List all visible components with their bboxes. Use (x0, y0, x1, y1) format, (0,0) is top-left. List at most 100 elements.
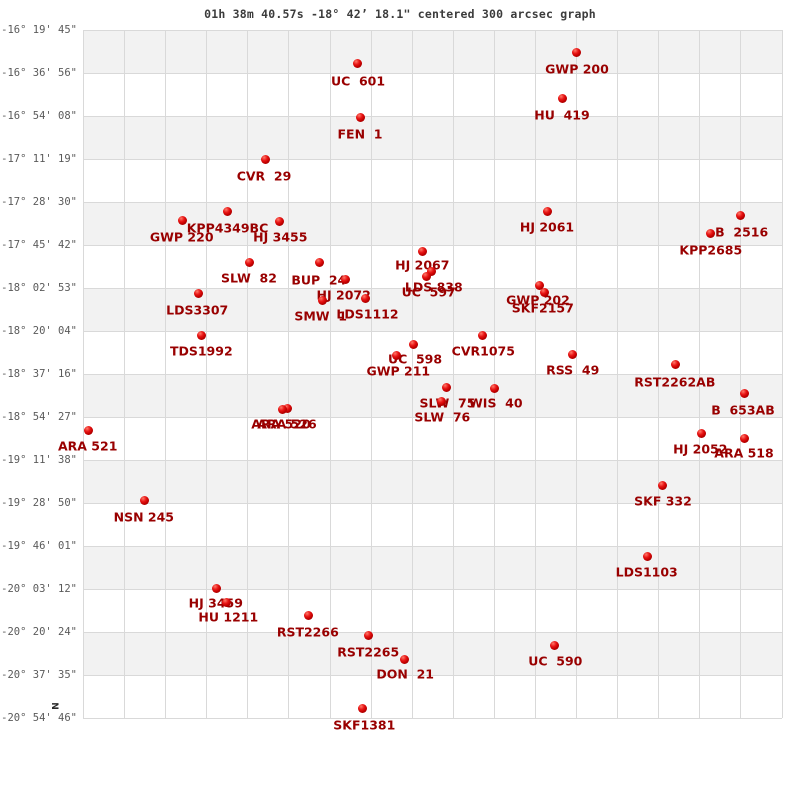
y-tick-label: -16° 36' 56" (1, 66, 77, 79)
star-label: SMW 1 (294, 308, 348, 324)
star-dot (427, 267, 437, 277)
h-gridline (83, 502, 782, 504)
star-dot (670, 359, 680, 369)
v-gridline (83, 30, 84, 718)
star-label: RST2266 (276, 624, 339, 640)
v-gridline (493, 30, 495, 718)
v-gridline (781, 30, 783, 718)
star-label: RST2262AB (634, 374, 716, 390)
star-label: HU 1211 (198, 609, 259, 625)
h-gridline (83, 545, 782, 547)
star-label: LDS1103 (615, 564, 678, 580)
star-dot (739, 388, 749, 398)
h-gridline (83, 459, 782, 461)
star-label: CVR 29 (236, 168, 292, 184)
star-dot (658, 480, 668, 490)
y-tick-label: -17° 28' 30" (1, 195, 77, 208)
star-label: SLW 82 (221, 270, 277, 286)
star-dot (739, 433, 749, 443)
star-label: RST2265 (337, 644, 400, 660)
star-dot (697, 428, 707, 438)
star-dot (572, 48, 581, 58)
star-label: HJ 3459 (188, 595, 243, 611)
v-gridline (329, 30, 331, 718)
star-dot (534, 280, 544, 290)
star-dot (314, 257, 324, 267)
star-dot (260, 154, 270, 164)
v-gridline (576, 30, 578, 718)
star-dot (193, 288, 203, 298)
star-label: KPP4349BC (186, 220, 269, 236)
star-dot (244, 257, 254, 267)
star-dot (283, 403, 293, 413)
star-label: CVR1075 (451, 343, 515, 359)
star-dot (549, 641, 559, 651)
star-dot (222, 207, 232, 216)
shaded-band (83, 115, 782, 159)
star-dot (705, 228, 715, 238)
v-gridline (411, 30, 413, 718)
star-dot (358, 703, 368, 713)
y-tick-label: -18° 37' 16" (1, 367, 77, 380)
y-tick-label: -19° 11' 38" (1, 453, 77, 466)
star-label: GWP 220 (149, 229, 214, 245)
star-label: HU 419 (534, 107, 590, 123)
star-dot (83, 425, 93, 435)
h-gridline (83, 631, 782, 633)
star-label: ARA 521 (57, 438, 118, 454)
star-label: SLW 76 (414, 409, 471, 425)
y-tick-label: -19° 28' 50" (1, 496, 77, 509)
y-tick-label: -20° 03' 12" (1, 582, 77, 595)
y-tick-label: -20° 20' 24" (1, 625, 77, 638)
star-dot (360, 293, 370, 303)
star-dot (478, 330, 488, 340)
star-dot (355, 112, 365, 122)
v-gridline (699, 30, 701, 718)
y-tick-label: -16° 19' 45" (1, 24, 77, 36)
star-dot (418, 246, 428, 256)
h-gridline (83, 416, 782, 418)
star-dot (222, 598, 232, 608)
v-gridline (247, 30, 249, 718)
star-label: SKF2157 (511, 300, 574, 316)
star-label: GWP 202 (506, 292, 570, 308)
chart-title: 01h 38m 40.57s -18° 42’ 18.1" centered 3… (204, 7, 596, 21)
star-label: UC 601 (330, 73, 386, 89)
star-label: ARA 520 (251, 416, 311, 432)
star-dot (139, 496, 149, 506)
star-label: LDS 838 (404, 279, 463, 295)
star-label: HJ 2061 (519, 219, 575, 235)
v-gridline (370, 30, 372, 718)
y-tick-label: -16° 54' 08" (1, 109, 77, 122)
star-label: WIS 40 (469, 395, 523, 411)
h-gridline (83, 30, 782, 31)
star-dot (539, 288, 549, 298)
star-dot (399, 654, 409, 664)
star-label: HJ 2052 (673, 441, 728, 457)
star-label: HJ 3455 (253, 229, 308, 245)
star-label: B 2516 (715, 224, 769, 240)
v-gridline (617, 30, 619, 718)
star-dot (196, 330, 206, 340)
y-tick-label: -20° 54' 46" (1, 711, 77, 724)
star-dot (542, 206, 552, 216)
v-gridline (288, 30, 290, 718)
h-gridline (83, 674, 782, 676)
star-dot (408, 339, 418, 349)
v-gridline (165, 30, 167, 718)
star-dot (643, 551, 653, 561)
v-gridline (452, 30, 454, 718)
h-gridline (83, 201, 782, 203)
star-label: HJ 2067 (395, 257, 450, 273)
star-dot (437, 397, 447, 407)
h-gridline (83, 244, 782, 246)
star-label: ARA 526 (257, 416, 317, 432)
star-label: NSN 245 (113, 509, 174, 525)
star-label: KPP2685 (679, 242, 743, 258)
star-label: LDS1112 (336, 306, 399, 322)
shaded-band (83, 373, 782, 417)
star-label: FEN 1 (337, 126, 383, 142)
north-indicator: N (48, 702, 59, 710)
star-dot (274, 216, 284, 226)
